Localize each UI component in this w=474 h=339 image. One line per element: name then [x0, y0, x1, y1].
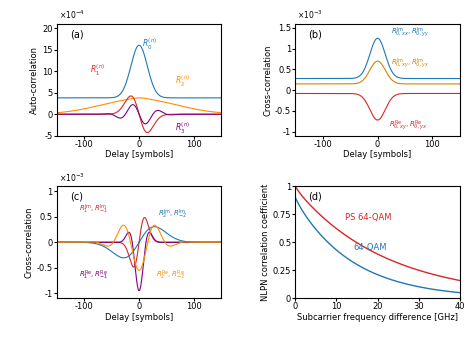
Text: $\times 10^{-3}$: $\times 10^{-3}$	[297, 9, 323, 21]
Y-axis label: Cross-correlation: Cross-correlation	[25, 206, 34, 278]
Y-axis label: NLPN correlation coefficient: NLPN correlation coefficient	[261, 184, 270, 301]
Text: PS 64-QAM: PS 64-QAM	[345, 213, 391, 222]
Text: $\times 10^{-3}$: $\times 10^{-3}$	[58, 172, 84, 184]
Text: $R_2^{(n)}$: $R_2^{(n)}$	[175, 73, 190, 88]
Text: $R_{0,xy}^{\mathrm{Re}}, R_{0,yx}^{\mathrm{Re}}$: $R_{0,xy}^{\mathrm{Re}}, R_{0,yx}^{\math…	[389, 118, 427, 133]
Text: $R_1^{\mathrm{Re}}, R_{-1}^{\mathrm{Re}}$: $R_1^{\mathrm{Re}}, R_{-1}^{\mathrm{Re}}…	[79, 269, 108, 282]
Text: $R_2^{\mathrm{Im}}, R_{-2}^{\mathrm{Im}}$: $R_2^{\mathrm{Im}}, R_{-2}^{\mathrm{Im}}…	[158, 208, 187, 221]
Y-axis label: Auto-correlation: Auto-correlation	[30, 46, 39, 114]
Text: (d): (d)	[309, 192, 322, 202]
Text: $R_0^{(n)}$: $R_0^{(n)}$	[142, 37, 157, 52]
Text: (a): (a)	[70, 29, 83, 39]
Text: $R_3^{(n)}$: $R_3^{(n)}$	[175, 121, 190, 136]
Text: $R_2^{\mathrm{Re}}, R_{-2}^{\mathrm{Re}}$: $R_2^{\mathrm{Re}}, R_{-2}^{\mathrm{Re}}…	[155, 269, 185, 282]
Y-axis label: Cross-correlation: Cross-correlation	[263, 44, 272, 116]
Text: 64-QAM: 64-QAM	[353, 243, 386, 252]
Text: (c): (c)	[70, 192, 83, 202]
Text: $R_{0,xy}^{\mathrm{Im}}, R_{0,yx}^{\mathrm{Im}}$: $R_{0,xy}^{\mathrm{Im}}, R_{0,yx}^{\math…	[391, 56, 429, 71]
X-axis label: Delay [symbols]: Delay [symbols]	[105, 151, 173, 159]
X-axis label: Delay [symbols]: Delay [symbols]	[105, 313, 173, 322]
X-axis label: Subcarrier frequency difference [GHz]: Subcarrier frequency difference [GHz]	[297, 313, 458, 322]
Text: $R_1^{\mathrm{Im}}, R_{-1}^{\mathrm{Im}}$: $R_1^{\mathrm{Im}}, R_{-1}^{\mathrm{Im}}…	[79, 203, 108, 216]
Text: $\times 10^{-4}$: $\times 10^{-4}$	[58, 9, 84, 21]
X-axis label: Delay [symbols]: Delay [symbols]	[344, 151, 412, 159]
Text: $R_1^{(n)}$: $R_1^{(n)}$	[90, 62, 105, 78]
Text: $R_{0,xx}^{\mathrm{Im}}, R_{0,yy}^{\mathrm{Im}}$: $R_{0,xx}^{\mathrm{Im}}, R_{0,yy}^{\math…	[391, 25, 429, 40]
Text: (b): (b)	[309, 29, 322, 39]
